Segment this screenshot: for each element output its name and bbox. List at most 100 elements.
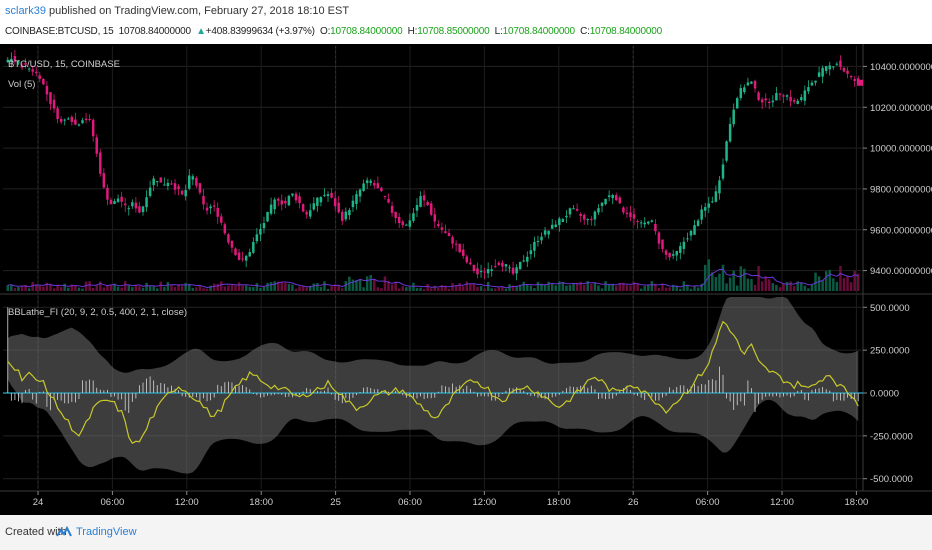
- candle-body: [84, 118, 88, 121]
- last-price-marker: [857, 79, 863, 86]
- volume-bar: [301, 286, 305, 291]
- volume-bar: [180, 285, 184, 291]
- volume-bar: [451, 282, 454, 291]
- volume-bar: [853, 271, 856, 291]
- candle-body: [632, 214, 636, 219]
- author-link[interactable]: sclark39: [5, 5, 46, 17]
- chart-canvas[interactable]: 10400.00000000 10200.00000000 10000.000000…: [0, 44, 932, 515]
- candle-body: [682, 241, 686, 249]
- volume-bar: [387, 280, 390, 291]
- candle-body: [483, 271, 486, 273]
- volume-bar: [590, 283, 593, 291]
- volume-bar: [401, 286, 404, 291]
- volume-bar: [604, 281, 607, 291]
- volume-bar: [654, 283, 657, 291]
- candle-body: [412, 213, 415, 221]
- volume-bar: [486, 281, 490, 291]
- volume-bar: [636, 283, 639, 291]
- volume-bar: [757, 266, 760, 291]
- candle-body: [209, 206, 212, 209]
- candle-body: [397, 216, 401, 224]
- volume-bar: [846, 276, 849, 291]
- volume-bar: [746, 278, 750, 291]
- candle-body: [647, 221, 650, 224]
- candle-body: [821, 67, 824, 77]
- candle-body: [10, 58, 13, 63]
- candle-body: [141, 206, 145, 213]
- candle-body: [109, 199, 113, 205]
- candle-body: [454, 243, 458, 245]
- volume-bar: [693, 285, 696, 291]
- volume-bar: [842, 278, 846, 291]
- volume-bar: [326, 288, 330, 291]
- volume-bar: [131, 287, 134, 291]
- volume-bar: [27, 288, 31, 291]
- volume-bar: [38, 285, 42, 291]
- volume-bar: [123, 281, 127, 291]
- volume-bar: [84, 281, 88, 291]
- volume-bar: [88, 281, 91, 291]
- volume-bar: [358, 279, 362, 291]
- volume-bar: [308, 285, 312, 291]
- candle-body: [764, 98, 767, 101]
- volume-bar: [390, 284, 394, 291]
- publish-header: sclark39 published on TradingView.com, F…: [0, 0, 932, 44]
- candle-body: [750, 81, 753, 84]
- volume-bar: [341, 288, 344, 291]
- candle-body: [814, 80, 817, 83]
- volume-bar: [721, 264, 725, 291]
- candle-body: [714, 191, 718, 202]
- candle-body: [661, 239, 664, 249]
- volume-bar: [437, 288, 440, 291]
- volume-bar: [99, 281, 102, 291]
- volume-bar: [102, 287, 106, 291]
- volume-bar: [796, 281, 799, 291]
- volume-bar: [380, 288, 383, 291]
- volume-bar: [565, 285, 568, 291]
- volume-bar: [248, 286, 251, 291]
- candle-body: [280, 200, 284, 205]
- volume-bar: [298, 286, 301, 291]
- candle-body: [700, 209, 703, 220]
- candle-body: [344, 211, 348, 220]
- candle-body: [572, 208, 575, 210]
- volume-bar: [550, 283, 554, 291]
- chart-area[interactable]: 10400.00000000 10200.00000000 10000.000000…: [0, 44, 932, 515]
- volume-bar: [134, 284, 138, 291]
- volume-bar: [42, 286, 45, 291]
- volume-bar: [821, 280, 824, 291]
- candle-body: [526, 256, 529, 262]
- volume-bar: [810, 284, 814, 291]
- x-tick-label: 24: [33, 497, 44, 508]
- candle-body: [824, 66, 828, 71]
- candle-body: [237, 252, 241, 260]
- volume-bar: [373, 278, 376, 291]
- x-tick-label: 18:00: [845, 497, 869, 508]
- volume-bar: [664, 287, 668, 291]
- volume-bar: [454, 285, 458, 291]
- candle-body: [629, 212, 632, 218]
- candle-body: [543, 230, 547, 235]
- volume-bar: [284, 283, 287, 291]
- volume-bar: [554, 285, 558, 291]
- candles: [6, 49, 860, 281]
- candle-body: [116, 198, 120, 203]
- last-price: 10708.84000000: [118, 26, 191, 37]
- x-tick-label: 25: [330, 497, 341, 508]
- tradingview-brand[interactable]: TradingView: [76, 526, 137, 538]
- candle-body: [465, 256, 469, 263]
- candle-body: [287, 195, 291, 206]
- indicator-y-tick-label: 500.0000: [870, 303, 910, 314]
- candle-body: [252, 241, 255, 253]
- candle-body: [163, 184, 166, 186]
- volume-bar: [109, 284, 113, 291]
- candle-body: [99, 152, 102, 174]
- candle-body: [476, 268, 479, 275]
- candle-body: [440, 227, 444, 230]
- candle-body: [778, 93, 782, 95]
- candle-body: [522, 260, 525, 262]
- volume-bar: [198, 285, 202, 291]
- candle-body: [533, 241, 536, 251]
- candle-body: [362, 183, 365, 191]
- volume-bar: [625, 284, 629, 291]
